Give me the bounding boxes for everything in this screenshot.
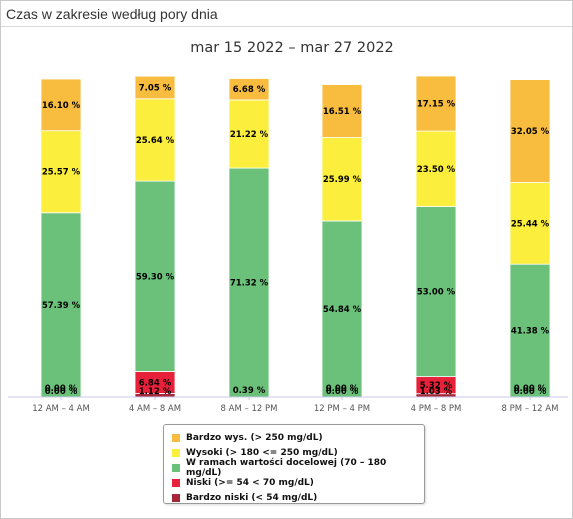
bar-value-label: 25.99 % — [323, 175, 362, 185]
bar-segment — [134, 75, 176, 100]
x-tick-label: 4 AM – 8 AM — [129, 404, 181, 414]
bar-value-label: 1.03 % — [420, 387, 453, 397]
bar-segment — [321, 220, 363, 398]
x-ticks-group: 12 AM – 4 AM 4 AM – 8 AM 8 AM – 12 PM 12 PM… — [32, 397, 558, 414]
bar-segment — [321, 84, 363, 138]
legend-swatch — [172, 448, 180, 457]
bar-value-label: 0.00 % — [45, 384, 78, 394]
legend-label: Niski (>= 54 < 70 mg/dL) — [186, 477, 314, 488]
legend-swatch — [172, 463, 180, 472]
bar-value-label: 0.00 % — [45, 387, 78, 397]
bar-value-label: 17.15 % — [417, 100, 456, 110]
bar-value-label: 0.00 % — [326, 384, 359, 394]
bar-value-label: 6.84 % — [139, 378, 172, 388]
bar-value-label: 0.00 % — [514, 387, 547, 397]
legend-label: Bardzo niski (< 54 mg/dL) — [186, 492, 318, 503]
bar-value-label: 1.12 % — [139, 387, 172, 397]
bar-segment — [228, 99, 270, 169]
legend-swatch — [172, 433, 180, 442]
bar-value-label: 32.05 % — [511, 127, 550, 137]
bar-segment — [134, 98, 176, 182]
x-tick-label: 8 AM – 12 PM — [221, 404, 278, 414]
legend-label: Bardzo wys. (> 250 mg/dL) — [186, 432, 323, 443]
legend-swatch — [172, 493, 180, 502]
bar-segment — [509, 79, 551, 183]
bar-value-label: 16.10 % — [42, 101, 81, 111]
legend-swatch — [172, 478, 180, 487]
bar-labels-group: 0.00 %0.00 %57.39 %25.57 %16.10 %1.12 %6… — [42, 83, 550, 397]
bar-segment — [40, 78, 82, 132]
bar-value-label: 41.38 % — [511, 327, 550, 337]
legend-item[interactable]: Niski (>= 54 < 70 mg/dL) — [172, 475, 424, 490]
bar-value-label: 0.39 % — [233, 386, 266, 396]
bar-segment — [40, 130, 82, 214]
bar-segment — [228, 167, 270, 398]
chart-title: mar 15 2022 – mar 27 2022 — [190, 40, 394, 56]
bar-value-label: 0.00 % — [514, 384, 547, 394]
bar-value-label: 6.68 % — [233, 85, 266, 95]
bar-value-label: 5.32 % — [420, 381, 453, 391]
bar-segment — [321, 137, 363, 222]
bar-value-label: 25.64 % — [136, 136, 175, 146]
bar-segment — [40, 212, 82, 398]
bar-value-label: 71.32 % — [230, 279, 269, 289]
bar-value-label: 25.57 % — [42, 168, 81, 178]
bar-value-label: 23.50 % — [417, 165, 456, 175]
x-tick-label: 12 AM – 4 AM — [32, 404, 90, 414]
legend-item[interactable]: Bardzo wys. (> 250 mg/dL) — [172, 430, 424, 445]
bar-value-label: 21.22 % — [230, 130, 269, 140]
legend-label: W ramach wartości docelowej (70 – 180 mg… — [186, 457, 387, 478]
bar-value-label: 54.84 % — [323, 305, 362, 315]
legend-item[interactable]: W ramach wartości docelowej (70 – 180 mg… — [172, 457, 424, 478]
legend-label: Wysoki (> 180 <= 250 mg/dL) — [186, 447, 338, 458]
legend-item[interactable]: Wysoki (> 180 <= 250 mg/dL) — [172, 445, 424, 460]
bars-group — [40, 75, 551, 398]
bar-segment — [134, 180, 176, 372]
bar-segment — [228, 78, 270, 101]
bar-segment — [509, 182, 551, 265]
bar-value-label: 25.44 % — [511, 219, 550, 229]
x-tick-label: 8 PM – 12 AM — [502, 404, 559, 414]
bar-value-label: 57.39 % — [42, 301, 81, 311]
bar-value-label: 16.51 % — [323, 107, 362, 117]
bar-value-label: 0.00 % — [326, 387, 359, 397]
bar-segment — [415, 130, 457, 207]
x-tick-label: 4 PM – 8 PM — [411, 404, 462, 414]
legend-item[interactable]: Bardzo niski (< 54 mg/dL) — [172, 490, 424, 505]
bar-segment — [415, 75, 457, 132]
bar-value-label: 7.05 % — [139, 83, 172, 93]
legend: Bardzo wys. (> 250 mg/dL) Wysoki (> 180 <… — [163, 424, 425, 504]
bar-value-label: 59.30 % — [136, 272, 175, 282]
bar-value-label: 53.00 % — [417, 288, 456, 298]
x-tick-label: 12 PM – 4 PM — [314, 404, 370, 414]
bar-segment — [415, 206, 457, 378]
panel-title: Czas w zakresie według pory dnia — [1, 1, 572, 27]
